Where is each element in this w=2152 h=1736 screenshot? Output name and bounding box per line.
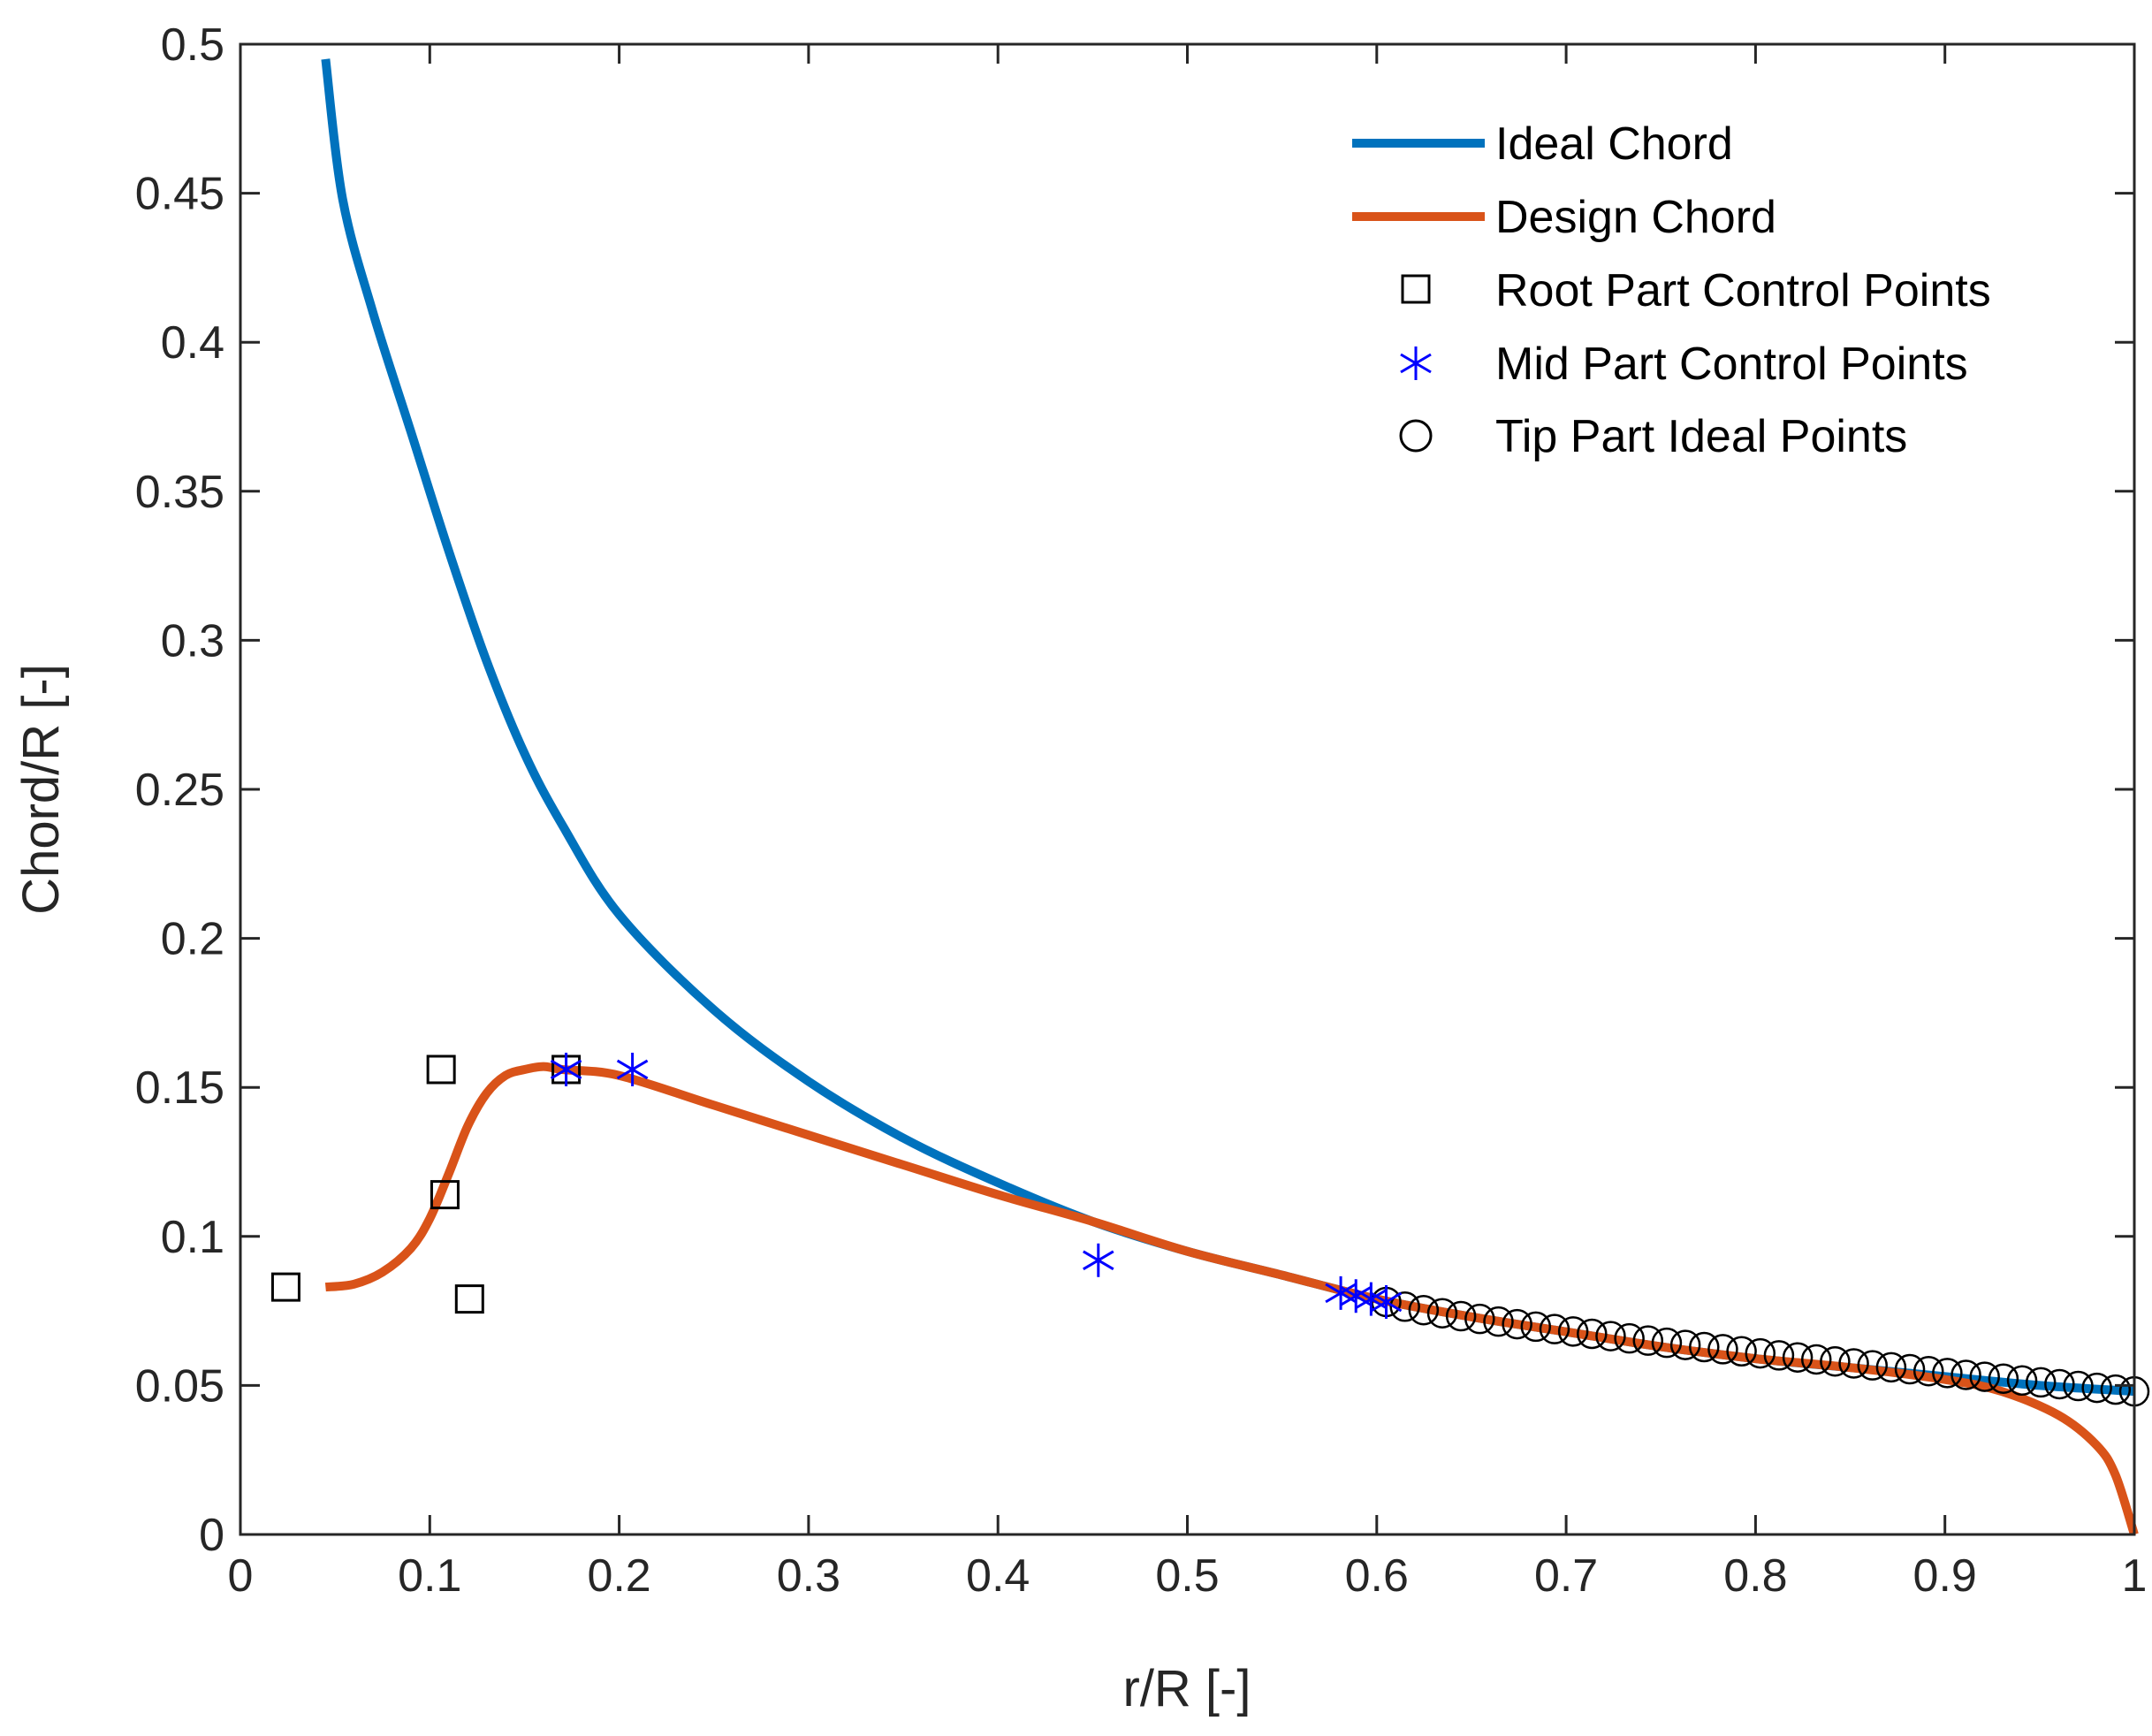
tip-ideal-point	[1932, 1358, 1963, 1389]
tip-ideal-point	[1557, 1316, 1589, 1347]
legend-root-points-label: Root Part Control Points	[1495, 265, 1991, 316]
legend-design-chord-label: Design Chord	[1495, 192, 1776, 243]
tip-ideal-point	[1969, 1361, 2000, 1392]
x-tick-label: 0.5	[1155, 1550, 1219, 1602]
y-tick-label: 0.25	[135, 765, 224, 816]
y-tick-label: 0.3	[161, 615, 224, 666]
root-control-point	[270, 1272, 300, 1302]
y-tick-label: 0.45	[135, 169, 224, 220]
tip-ideal-point	[1763, 1340, 1795, 1371]
legend-tip-points-marker	[1399, 419, 1433, 453]
tip-ideal-point	[1726, 1336, 1757, 1367]
x-tick-label: 0.8	[1723, 1550, 1787, 1602]
tip-ideal-point	[2044, 1368, 2075, 1400]
tip-ideal-points-series	[1371, 1286, 2150, 1407]
tip-ideal-point	[1988, 1363, 2019, 1394]
x-axis-label: r/R [-]	[1123, 1660, 1251, 1717]
y-axis-label: Chord/R [-]	[12, 664, 70, 915]
tip-ideal-point	[2006, 1365, 2038, 1397]
tip-ideal-point	[1875, 1351, 1907, 1383]
y-tick-label: 0.05	[135, 1360, 224, 1412]
y-axis: 0 0.05 0.1 0.15 0.2 0.25 0.3 0.35 0.4 0.45 0.5	[135, 19, 2134, 1561]
y-tick-label: 0.4	[161, 317, 224, 369]
tip-ideal-point	[1539, 1313, 1570, 1344]
tip-ideal-point	[1707, 1334, 1738, 1365]
design-chord-line	[324, 1062, 2139, 1536]
tip-ideal-point	[1445, 1300, 1477, 1332]
legend: Ideal Chord Design Chord Root Part Contr…	[1352, 118, 1991, 462]
y-tick-label: 0.5	[161, 19, 224, 71]
tip-ideal-point	[2081, 1372, 2112, 1404]
legend-mid-points-label: Mid Part Control Points	[1495, 339, 1968, 390]
x-tick-label: 0.9	[1913, 1550, 1977, 1602]
mid-control-point	[550, 1052, 582, 1086]
x-tick-label: 0.4	[966, 1550, 1030, 1602]
x-tick-label: 1	[2122, 1550, 2148, 1602]
tip-ideal-point	[1408, 1294, 1440, 1326]
root-control-point	[454, 1284, 484, 1314]
tip-ideal-point	[1483, 1306, 1514, 1337]
x-tick-label: 0.7	[1534, 1550, 1598, 1602]
x-tick-label: 0	[228, 1550, 254, 1602]
mid-control-point	[616, 1052, 649, 1086]
y-tick-label: 0.35	[135, 467, 224, 518]
tip-ideal-point	[2100, 1374, 2132, 1405]
tip-ideal-point	[1502, 1308, 1532, 1340]
tip-ideal-point	[1577, 1318, 1608, 1350]
tip-ideal-point	[1614, 1322, 1645, 1354]
tip-ideal-point	[1894, 1353, 1926, 1385]
legend-ideal-chord-label: Ideal Chord	[1495, 118, 1733, 170]
tip-ideal-point	[1426, 1298, 1458, 1329]
tip-ideal-point	[1520, 1311, 1552, 1343]
root-control-point	[426, 1055, 456, 1085]
tip-ideal-point	[1820, 1345, 1851, 1377]
tip-ideal-point	[2025, 1367, 2057, 1398]
tip-ideal-point	[1389, 1291, 1420, 1322]
x-tick-label: 0.1	[398, 1550, 461, 1602]
tip-ideal-point	[1800, 1344, 1832, 1375]
legend-mid-points-marker	[1400, 346, 1432, 380]
tip-ideal-point	[2063, 1370, 2094, 1402]
x-axis: 0 0.1 0.2 0.3 0.4 0.5 0.6 0.7 0.8 0.9 1	[228, 44, 2148, 1602]
mid-control-point	[1370, 1284, 1403, 1319]
x-tick-label: 0.3	[777, 1550, 840, 1602]
tip-ideal-point	[1782, 1342, 1814, 1373]
tip-ideal-point	[1464, 1303, 1495, 1335]
tip-ideal-point	[1857, 1350, 1888, 1381]
y-tick-label: 0.15	[135, 1062, 224, 1114]
ideal-chord-line	[321, 58, 2135, 1397]
tip-ideal-point	[1745, 1337, 1776, 1369]
x-tick-label: 0.6	[1345, 1550, 1409, 1602]
tip-ideal-point	[1669, 1329, 1701, 1360]
y-tick-label: 0.1	[161, 1212, 224, 1263]
x-tick-label: 0.2	[587, 1550, 650, 1602]
tip-ideal-point	[1595, 1321, 1626, 1351]
tip-ideal-point	[1950, 1359, 1981, 1390]
legend-tip-points-label: Tip Part Ideal Points	[1495, 411, 1907, 462]
tip-ideal-point	[1632, 1325, 1664, 1356]
mid-control-point	[1083, 1243, 1114, 1277]
tip-ideal-point	[1912, 1355, 1944, 1387]
tip-ideal-point	[1838, 1348, 1869, 1379]
design-chord-series	[324, 1062, 2139, 1536]
ideal-chord-series	[321, 58, 2135, 1397]
y-tick-label: 0	[199, 1510, 224, 1561]
tip-ideal-point	[1651, 1327, 1683, 1359]
root-control-points-series	[270, 1055, 582, 1314]
legend-root-points-marker	[1401, 274, 1431, 304]
root-control-point	[430, 1180, 460, 1210]
mid-control-points-series	[550, 1052, 1403, 1319]
y-tick-label: 0.2	[161, 914, 224, 965]
tip-ideal-point	[1689, 1331, 1720, 1363]
